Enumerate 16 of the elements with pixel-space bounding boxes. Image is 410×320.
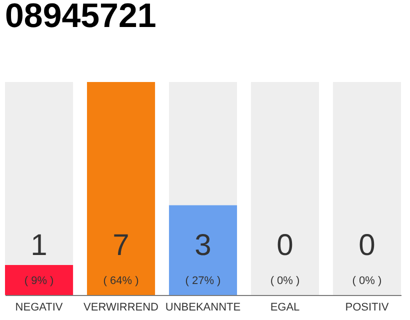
- x-tick-label: NEGATIV: [15, 302, 64, 314]
- x-tick-label: VERWIRREND: [84, 302, 159, 314]
- data-label: ( 27% ): [185, 275, 221, 287]
- annotation: 0: [276, 229, 294, 262]
- x-tick-label: EGAL: [270, 302, 300, 314]
- data-label: ( 9% ): [24, 275, 54, 287]
- annotation: ( 0% ): [352, 275, 382, 287]
- annotation: 3: [194, 229, 212, 262]
- x-tick-label: POSITIV: [345, 302, 390, 314]
- data-label: ( 64% ): [103, 275, 139, 287]
- chart-title: 08945721: [5, 0, 156, 35]
- annotation: ( 0% ): [270, 275, 300, 287]
- annotation: 0: [358, 229, 376, 262]
- annotation: 1: [30, 229, 48, 262]
- annotation: 7: [112, 229, 130, 262]
- x-tick-label: UNBEKANNTE: [165, 302, 241, 314]
